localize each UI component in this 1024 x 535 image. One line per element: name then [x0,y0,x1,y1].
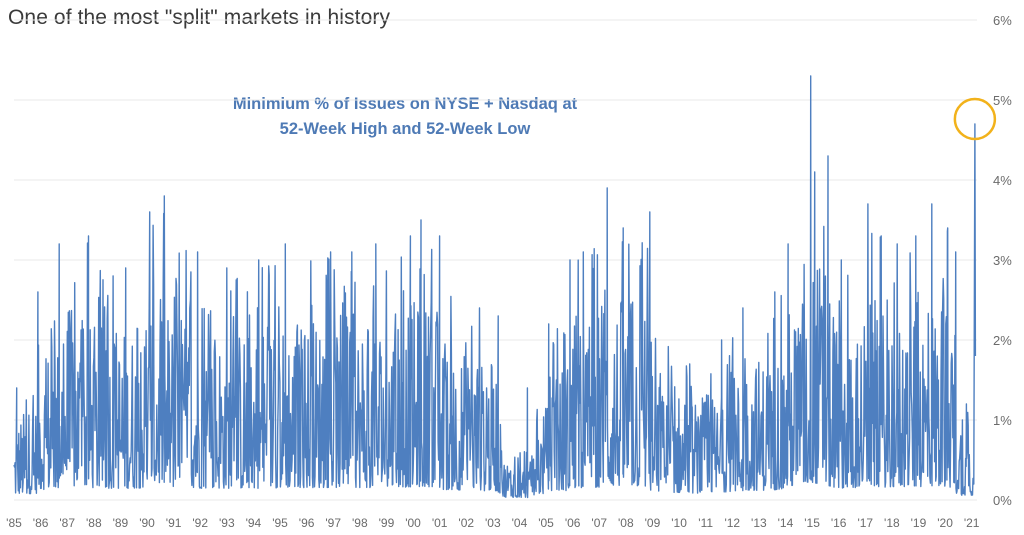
x-tick-label: '09 [645,516,661,530]
y-tick-label: 6% [993,13,1012,28]
chart-title: One of the most "split" markets in histo… [8,6,391,29]
x-tick-label: '98 [352,516,368,530]
annotation-line-2: 52-Week High and 52-Week Low [279,120,531,138]
x-tick-label: '87 [59,516,75,530]
x-tick-label: '02 [458,516,474,530]
x-tick-label: '00 [405,516,421,530]
y-axis-ticks: 0% 1% 2% 3% 4% 5% 6% [993,13,1012,508]
x-tick-label: '89 [113,516,129,530]
y-tick-label: 4% [993,173,1012,188]
x-tick-label: '99 [379,516,395,530]
x-tick-label: '04 [512,516,528,530]
x-tick-label: '17 [857,516,873,530]
x-tick-label: '03 [485,516,501,530]
x-tick-label: '11 [698,516,713,530]
x-tick-label: '85 [6,516,22,530]
x-tick-label: '21 [964,516,980,530]
y-tick-label: 5% [993,93,1012,108]
x-tick-label: '90 [139,516,155,530]
highlight-circle [953,97,997,141]
x-tick-label: '92 [192,516,208,530]
x-tick-label: '16 [831,516,847,530]
x-tick-label: '10 [671,516,687,530]
x-tick-label: '12 [724,516,740,530]
x-tick-label: '05 [538,516,554,530]
x-tick-label: '15 [804,516,820,530]
x-tick-label: '06 [565,516,581,530]
x-tick-label: '13 [751,516,767,530]
y-tick-label: 1% [993,413,1012,428]
x-tick-label: '18 [884,516,900,530]
y-tick-label: 2% [993,333,1012,348]
y-tick-label: 0% [993,493,1012,508]
x-tick-label: '19 [911,516,927,530]
x-tick-label: '96 [299,516,315,530]
x-tick-label: '97 [325,516,341,530]
x-tick-label: '01 [432,516,448,530]
x-tick-label: '91 [166,516,182,530]
x-tick-label: '07 [591,516,607,530]
x-tick-label: '88 [86,516,102,530]
series-line [13,75,977,499]
y-tick-label: 3% [993,253,1012,268]
x-axis-ticks: '85 '86 '87 '88 '89 '90 '91 '92 '93 '94 '95 '96 '97 '… [6,516,980,530]
x-tick-label: '14 [778,516,794,530]
x-tick-label: '20 [937,516,953,530]
x-tick-label: '86 [33,516,49,530]
x-tick-label: '94 [246,516,262,530]
x-tick-label: '93 [219,516,235,530]
x-tick-label: '95 [272,516,288,530]
x-tick-label: '08 [618,516,634,530]
